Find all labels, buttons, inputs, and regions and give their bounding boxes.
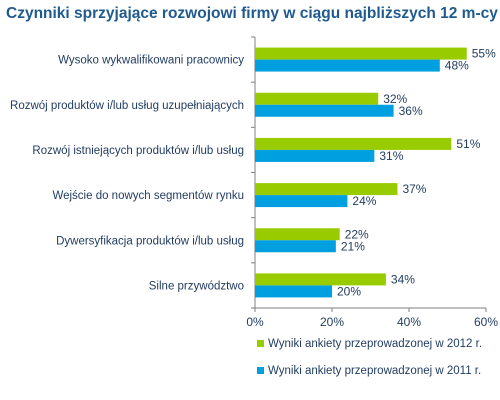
data-label: 36%	[399, 104, 423, 118]
data-label: 55%	[472, 47, 496, 61]
data-label: 22%	[345, 227, 369, 241]
data-label: 21%	[341, 239, 365, 253]
x-tick-label: 60%	[474, 315, 498, 329]
data-label: 31%	[379, 149, 403, 163]
category-label: Wysoko wykwalifikowani pracownicy	[58, 55, 244, 67]
bar-series-a	[255, 92, 379, 105]
data-label: 37%	[402, 182, 426, 196]
bar-series-b	[255, 149, 375, 162]
x-tick-label: 0%	[246, 315, 264, 329]
data-label: 32%	[383, 92, 407, 106]
category-label: Silne przywództwo	[149, 280, 244, 292]
x-tick-label: 20%	[320, 315, 344, 329]
data-label: 20%	[337, 284, 361, 298]
category-label: Rozwój produktów i/lub usług uzupełniają…	[10, 100, 244, 112]
legend-swatch	[257, 340, 264, 347]
legend-label: Wyniki ankiety przeprowadzonej w 2011 r.	[268, 365, 481, 377]
bar-series-a	[255, 183, 398, 196]
bar-series-b	[255, 104, 394, 117]
legend-swatch	[257, 367, 264, 374]
bar-series-b	[255, 195, 348, 208]
bar-series-b	[255, 285, 332, 298]
data-label: 48%	[445, 59, 469, 73]
data-label: 24%	[352, 194, 376, 208]
category-label: Dywersyfikacja produktów i/lub usług	[56, 235, 244, 247]
bar-series-b	[255, 59, 440, 72]
bar-series-a	[255, 137, 452, 150]
data-label: 34%	[391, 272, 415, 286]
category-label: Rozwój istniejących produktów i/lub usłu…	[32, 145, 244, 157]
bar-series-b	[255, 240, 336, 253]
category-label: Wejście do nowych segmentów rynku	[52, 190, 244, 202]
legend-label: Wyniki ankiety przeprowadzonej w 2012 r.	[268, 338, 482, 350]
data-label: 51%	[456, 137, 480, 151]
bar-series-a	[255, 47, 467, 60]
x-tick-label: 40%	[397, 315, 421, 329]
chart-title: Czynniki sprzyjające rozwojowi firmy w c…	[6, 5, 498, 22]
bar-series-a	[255, 228, 340, 241]
bar-series-a	[255, 273, 386, 286]
